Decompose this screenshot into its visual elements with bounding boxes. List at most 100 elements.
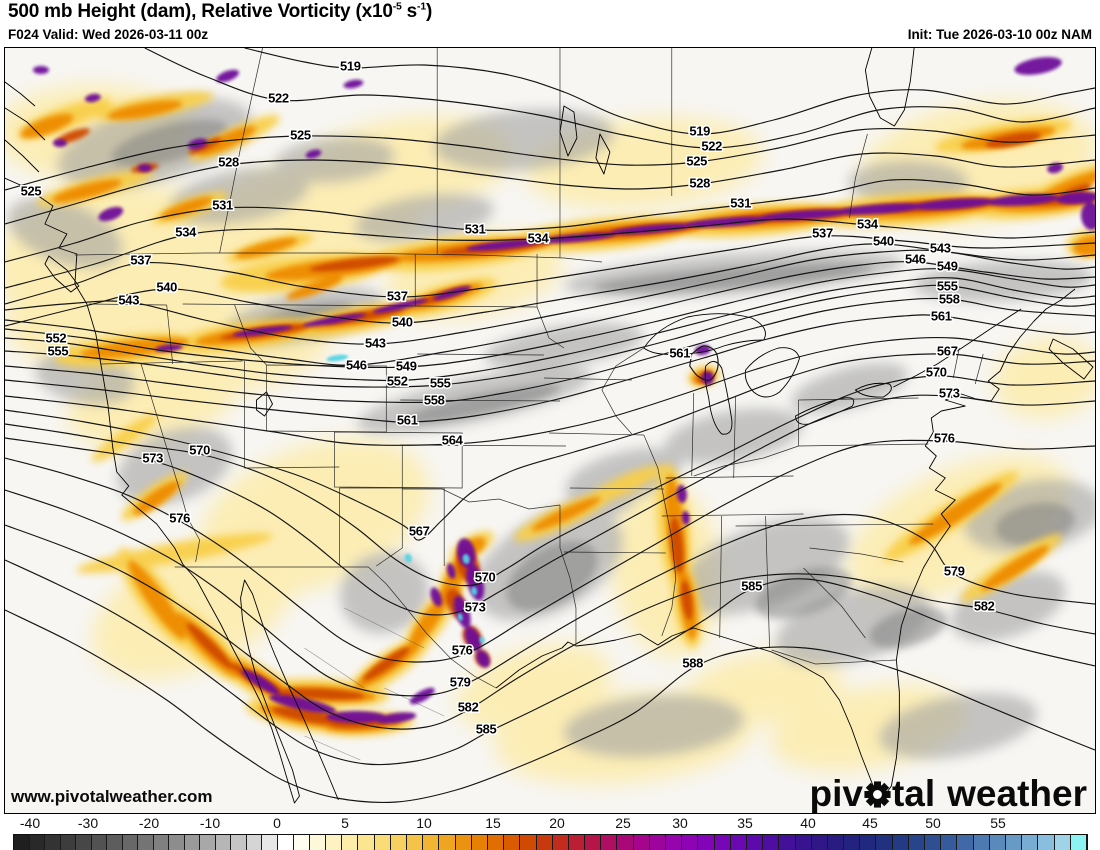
contour-label: 561	[397, 412, 418, 427]
map-canvas[interactable]: 519 519 522 522 525 525 525 528 528 531 531 531 534 5…	[4, 47, 1096, 814]
colorbar-cell	[633, 835, 650, 850]
colorbar-tick: 10	[416, 815, 432, 831]
colorbar-cell	[487, 835, 505, 850]
colorbar-tick: -40	[19, 815, 41, 831]
logo-text-piv: piv	[809, 773, 863, 814]
colorbar-cell	[536, 835, 553, 850]
colorbar-tick: -20	[138, 815, 160, 831]
colorbar-cell	[439, 835, 456, 850]
state-border	[691, 392, 695, 477]
state-border	[88, 303, 167, 306]
colorbar-cell	[262, 835, 278, 850]
contour-570	[5, 375, 1095, 587]
contour-552	[5, 277, 1095, 382]
colorbar-cell	[1005, 835, 1023, 850]
coastline	[864, 48, 915, 127]
colorbar-cell	[925, 835, 942, 850]
colorbar-cell	[973, 835, 990, 850]
contour-561	[5, 314, 1095, 423]
colorbar-tick: -30	[77, 815, 99, 831]
contour-588	[5, 609, 1095, 803]
colorbar-cell	[552, 835, 569, 850]
contour-label: 585	[476, 721, 497, 736]
colorbar-cell	[649, 835, 666, 850]
contour-567	[5, 353, 1095, 541]
contour-label: 561	[931, 308, 952, 323]
contour-label: 555	[430, 375, 451, 390]
mexico-state-border	[304, 735, 361, 761]
contour-label: 549	[396, 358, 417, 373]
colorbar-cells	[13, 834, 1088, 850]
state-border	[100, 360, 243, 365]
colorbar-tick: 55	[990, 815, 1006, 831]
colorbar-cell	[14, 835, 30, 850]
contour-label: 573	[465, 599, 486, 614]
contour-label: 555	[937, 278, 958, 293]
colorbar-cell	[407, 835, 424, 850]
contour-label: 528	[218, 154, 239, 169]
colorbar-cell	[309, 835, 327, 850]
colorbar-tick: 40	[800, 815, 816, 831]
colorbar-cell	[520, 835, 537, 850]
colorbar-cell	[601, 835, 618, 850]
state-border	[244, 466, 340, 469]
colorbar-cell	[455, 835, 472, 850]
colorbar-cell	[45, 835, 61, 850]
colorbar-cell	[277, 835, 294, 850]
contour-534	[5, 218, 1095, 289]
colorbar-cell	[892, 835, 909, 850]
colorbar-cell	[91, 835, 107, 850]
colorbar-tick: 15	[485, 815, 501, 831]
contour-label: 522	[268, 90, 289, 105]
contour-531	[5, 178, 1095, 263]
contour-label: 582	[974, 598, 995, 613]
contour-549	[5, 268, 1095, 369]
colorbar-cell	[169, 835, 185, 850]
contour-label: 567	[409, 523, 430, 538]
state-border	[544, 377, 632, 381]
colorbar-cell	[184, 835, 200, 850]
contour-label: 552	[46, 330, 67, 345]
coastline	[595, 133, 611, 175]
contour-label: 537	[130, 252, 151, 267]
contour-576	[5, 439, 1095, 663]
colorbar-cell	[908, 835, 925, 850]
colorbar-cell	[860, 835, 877, 850]
contour-label: 540	[156, 279, 177, 294]
coastline	[5, 177, 339, 804]
state-border	[733, 395, 737, 479]
colorbar-tick: 0	[273, 815, 281, 831]
vorticity-layer-cyan	[326, 354, 485, 644]
contour-528	[5, 152, 1095, 225]
lake-outline	[795, 397, 855, 425]
state-border	[643, 434, 677, 637]
colorbar-cell	[326, 835, 343, 850]
colorbar-cell	[504, 835, 521, 850]
state-border	[952, 347, 960, 379]
logo-text-weather: weather	[947, 773, 1087, 814]
contour-label: 546	[905, 251, 926, 266]
mexico-state-border	[344, 607, 425, 649]
contour-540	[5, 243, 1095, 327]
colorbar-cell	[153, 835, 169, 850]
colorbar-cell	[957, 835, 974, 850]
state-border	[182, 303, 416, 307]
colorbar-cell	[76, 835, 92, 850]
contour-label: 537	[812, 225, 833, 240]
contour-label: 570	[475, 569, 496, 584]
colorbar-cell	[989, 835, 1006, 850]
colorbar-cell	[138, 835, 154, 850]
colorbar-cell	[617, 835, 634, 850]
contour-519	[244, 48, 1095, 135]
contour-label: 588	[682, 655, 703, 670]
watermark: www.pivotalweather.com	[11, 787, 213, 806]
header-meta: F024 Valid: Wed 2026-03-11 00z Init: Tue…	[8, 27, 1092, 42]
colorbar-cell	[714, 835, 731, 850]
contour-label: 543	[930, 240, 951, 255]
height-contours	[5, 48, 1095, 803]
contour-label: 549	[937, 258, 958, 273]
colorbar-cell	[779, 835, 796, 850]
colorbar-cell	[1054, 835, 1071, 850]
